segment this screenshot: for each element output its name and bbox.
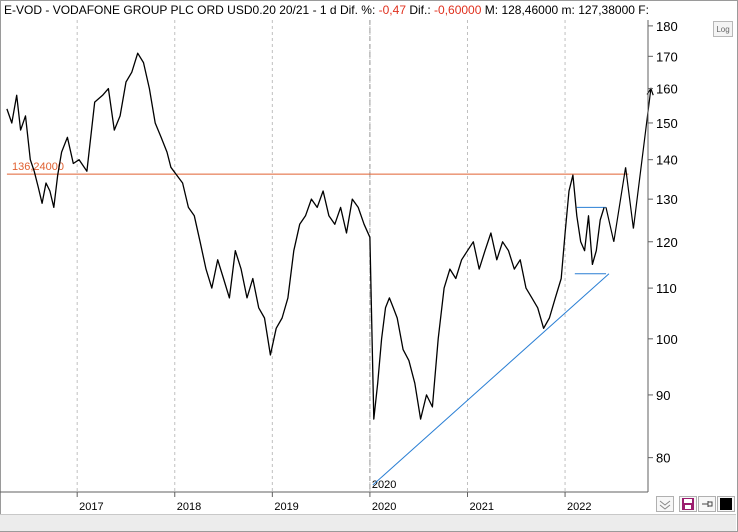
x-tick-label: 2018 (177, 501, 201, 513)
chart-header: E-VOD - VODAFONE GROUP PLC ORD USD0.20 2… (4, 2, 649, 18)
x-tick-label: 2021 (469, 501, 493, 513)
zoom-fit-button[interactable] (656, 496, 674, 512)
dif-pct-label: Dif. %: (339, 3, 376, 17)
header-separator-2: - (312, 3, 317, 17)
save-icon (682, 498, 694, 510)
min-value: 127,38000 (578, 3, 635, 17)
dif-value: -0,60000 (434, 3, 482, 17)
event-marker-label: 2020 (372, 479, 396, 491)
y-tick-label: 120 (656, 235, 678, 250)
scrollbar[interactable] (0, 514, 736, 531)
x-tick-label: 2019 (274, 501, 298, 513)
max-label: M: (484, 3, 499, 17)
y-tick-label: 80 (656, 451, 670, 466)
x-tick-label: 2020 (372, 501, 396, 513)
dif-pct-value: -0,47 (378, 3, 406, 17)
y-tick-label: 90 (656, 388, 670, 403)
save-button[interactable] (679, 496, 697, 512)
price-series-line (6, 52, 605, 420)
f-label: F: (638, 3, 649, 17)
y-tick-label: 160 (656, 82, 678, 97)
projection-path (605, 88, 652, 242)
symbol-code: E-VOD (4, 3, 43, 17)
y-tick-label: 170 (656, 49, 678, 64)
pin-button[interactable] (698, 496, 716, 512)
y-tick-label: 100 (656, 332, 678, 347)
instrument-name: VODAFONE GROUP PLC ORD USD0.20 20/21 (52, 3, 310, 17)
overlay-layer: 2020 136,24000 (6, 20, 654, 492)
support-trendline (372, 273, 610, 486)
resistance-label: 136,24000 (12, 161, 64, 173)
header-separator: - (45, 3, 50, 17)
max-value: 128,46000 (501, 3, 559, 17)
color-button[interactable] (717, 496, 735, 512)
min-label: m: (561, 3, 575, 17)
y-tick-label: 140 (656, 153, 678, 168)
x-tick-label: 2017 (79, 501, 103, 513)
y-tick-label: 130 (656, 192, 678, 207)
x-axis: 2017 2018 2019 2020 2021 2022 (0, 491, 648, 513)
price-layer (6, 52, 605, 420)
y-tick-label: 110 (656, 281, 677, 296)
pin-icon (702, 501, 713, 507)
log-scale-button[interactable]: Log (713, 21, 733, 37)
y-tick-label: 180 (656, 19, 678, 34)
y-axis: 80 90 100 110 120 130 140 150 160 170 180 (647, 19, 678, 492)
x-tick-label: 2022 (567, 501, 591, 513)
dif-label: Dif.: (409, 3, 431, 17)
chevrons-icon (659, 500, 671, 510)
y-tick-label: 150 (656, 116, 678, 131)
interval-label: 1 d (319, 3, 337, 17)
black-square-icon (720, 498, 732, 510)
